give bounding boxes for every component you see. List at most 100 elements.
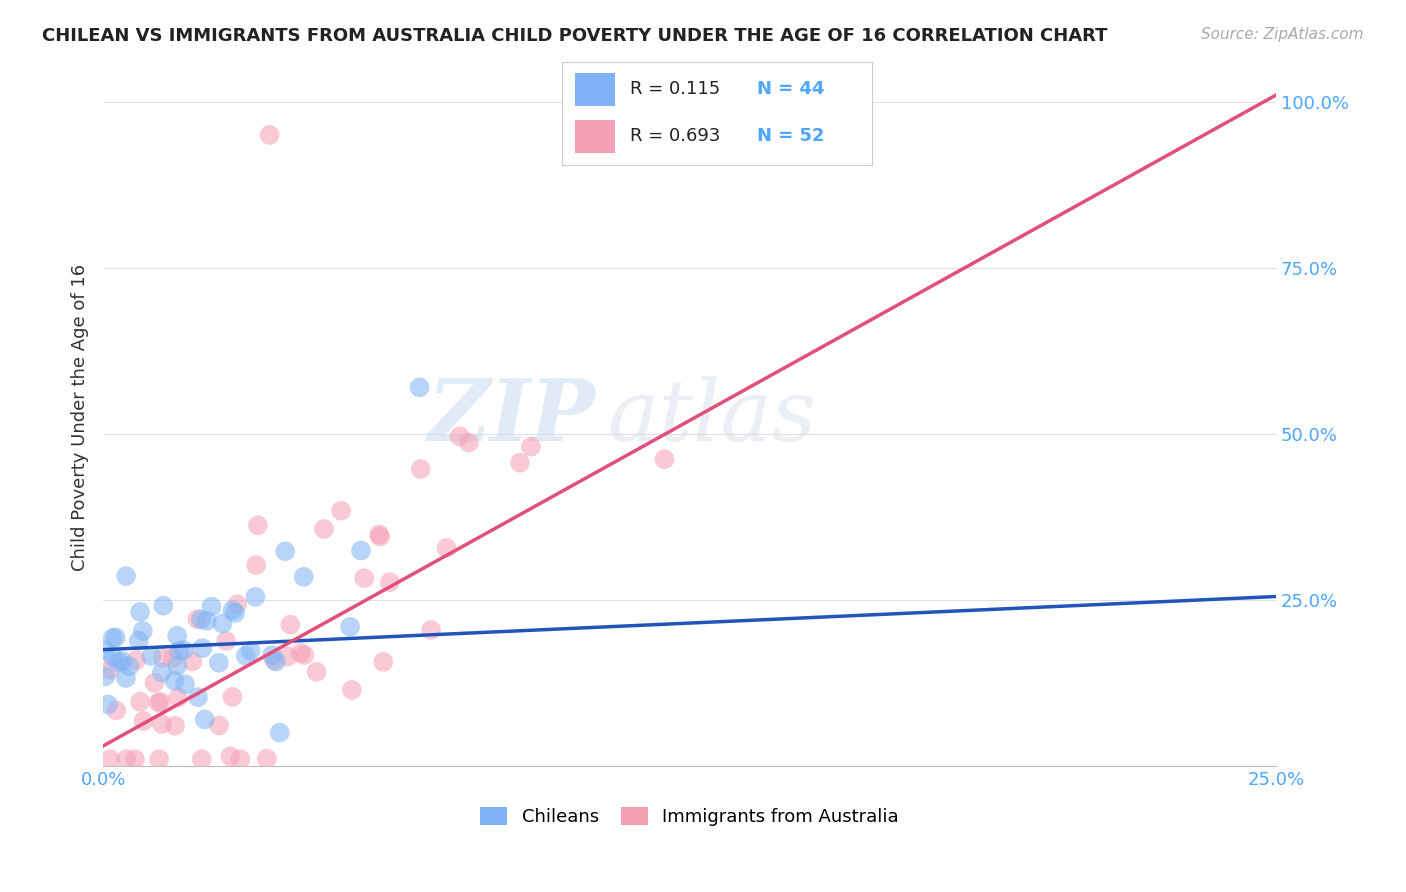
Point [420,623,443,637]
Point [215,634,238,648]
Point [263,653,285,667]
Text: atlas: atlas [607,376,817,458]
Point [101,650,124,665]
Point [104,631,127,645]
Text: Source: ZipAtlas.com: Source: ZipAtlas.com [1201,27,1364,42]
Text: CHILEAN VS IMMIGRANTS FROM AUSTRALIA CHILD POVERTY UNDER THE AGE OF 16 CORRELATI: CHILEAN VS IMMIGRANTS FROM AUSTRALIA CHI… [42,27,1108,45]
Point [124,752,146,766]
Point [224,606,246,620]
Point [118,659,141,673]
Point [290,646,312,660]
Point [260,648,283,663]
Point [378,575,401,590]
Point [353,571,375,585]
Point [239,644,262,658]
Point [368,529,391,543]
Point [108,655,131,669]
Point [94,669,117,683]
Point [167,643,190,657]
Point [195,614,218,628]
Point [269,725,291,739]
Point [149,695,172,709]
Point [191,641,214,656]
Point [229,752,252,766]
Point [436,541,458,555]
Point [152,651,174,665]
Point [141,648,163,663]
Point [148,696,170,710]
Point [408,380,430,394]
Point [115,752,138,766]
Point [259,128,281,142]
Point [167,690,190,705]
Point [128,633,150,648]
Point [292,570,315,584]
Point [194,712,217,726]
Point [132,714,155,728]
Point [654,452,676,467]
Point [330,504,353,518]
Point [458,435,481,450]
Point [98,752,121,766]
Text: R = 0.115: R = 0.115 [630,80,721,98]
Y-axis label: Child Poverty Under the Age of 16: Child Poverty Under the Age of 16 [72,264,89,571]
Point [274,544,297,558]
Point [187,690,209,705]
Point [226,597,249,611]
Point [520,440,543,454]
Point [129,695,152,709]
Point [190,612,212,626]
Point [111,654,134,668]
Point [339,620,361,634]
Point [294,648,316,662]
Point [152,599,174,613]
Point [165,719,187,733]
Point [101,631,124,645]
Point [105,703,128,717]
Point [235,648,257,663]
Text: N = 52: N = 52 [758,128,825,145]
Point [132,624,155,638]
Point [340,683,363,698]
Point [245,590,267,604]
Point [208,718,231,732]
Point [245,558,267,573]
Text: R = 0.693: R = 0.693 [630,128,721,145]
Point [509,456,531,470]
Point [148,752,170,766]
Point [350,543,373,558]
Point [143,675,166,690]
Point [125,653,148,667]
Point [98,663,121,677]
Point [94,643,117,657]
Point [449,429,471,443]
Point [277,649,299,664]
Text: ZIP: ZIP [427,376,596,459]
Point [150,717,173,731]
Point [162,651,184,665]
Point [305,665,328,679]
Bar [575,120,614,153]
Point [312,522,335,536]
Point [368,527,391,541]
Point [208,656,231,670]
Point [163,673,186,688]
Point [200,599,222,614]
Point [115,671,138,685]
Point [409,462,432,476]
Point [97,698,120,712]
Point [373,655,395,669]
Text: N = 44: N = 44 [758,80,825,98]
Point [166,658,188,673]
Point [166,629,188,643]
Point [150,665,173,680]
Bar [575,73,614,105]
Legend: Chileans, Immigrants from Australia: Chileans, Immigrants from Australia [472,800,905,833]
Point [256,751,278,765]
Point [219,749,242,764]
Point [246,518,269,533]
Point [221,690,243,704]
Point [211,616,233,631]
Point [190,752,212,766]
Point [221,603,243,617]
